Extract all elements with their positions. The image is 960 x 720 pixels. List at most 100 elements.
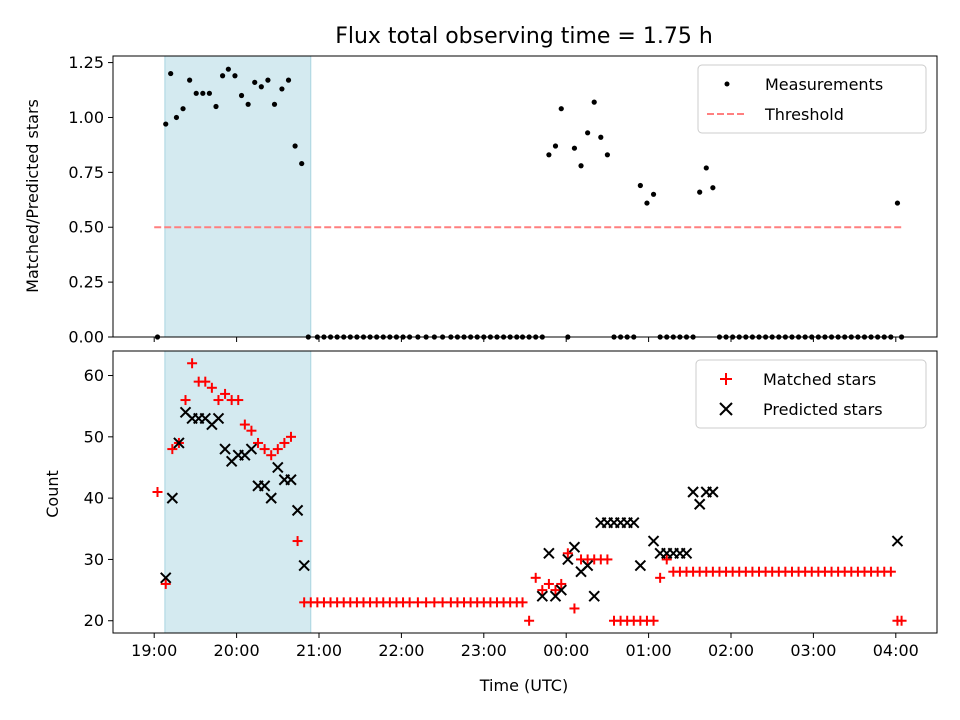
matched-point [524, 615, 535, 626]
measurement-point [604, 152, 611, 158]
matched-point [213, 395, 224, 406]
measurement-point [546, 152, 552, 158]
predicted-point [634, 559, 647, 572]
measurement-point [644, 200, 650, 206]
top-legend: Measurements Threshold [697, 64, 927, 134]
measurement-point [206, 90, 213, 96]
predicted-point [680, 547, 693, 560]
y-tick-label: 20 [84, 611, 104, 630]
top-legend-box [697, 64, 927, 134]
matched-point [266, 450, 277, 461]
matched-point [246, 425, 257, 436]
measurement-point [232, 73, 238, 79]
matched-point [537, 585, 548, 596]
measurement-point [598, 134, 604, 140]
matched-point [160, 578, 171, 589]
matched-point [602, 554, 613, 565]
measurement-point [200, 90, 206, 96]
predicted-point [693, 498, 706, 510]
measurement-point [265, 77, 271, 83]
predicted-point [291, 504, 304, 517]
matched-point [220, 388, 231, 399]
measurement-point [271, 101, 278, 107]
predicted-point [687, 486, 699, 498]
y-tick-label: 1.25 [68, 53, 104, 72]
matched-point [239, 419, 250, 430]
matched-point [233, 395, 244, 406]
measurement-point [552, 143, 559, 149]
chart-title: Flux total observing time = 1.75 h [335, 24, 713, 49]
measurement-point [193, 90, 199, 96]
y-tick-label: 60 [84, 366, 104, 385]
predicted-point [245, 443, 258, 455]
predicted-point [219, 443, 231, 455]
predicted-point [258, 480, 271, 492]
legend-predicted-label: Predicted stars [763, 400, 883, 419]
matched-point [530, 572, 541, 583]
matched-point [543, 578, 554, 589]
x-tick-label: 00:00 [543, 641, 589, 660]
predicted-point [536, 590, 549, 602]
predicted-point [891, 535, 904, 547]
measurement-point [591, 99, 597, 105]
matched-point [569, 603, 580, 614]
matched-point [896, 615, 907, 626]
legend-measurements-label: Measurements [765, 75, 883, 94]
measurement-point [285, 77, 292, 83]
x-tick-label: 23:00 [461, 641, 507, 660]
matched-point [167, 444, 178, 455]
matched-point [562, 548, 573, 559]
predicted-point [568, 541, 581, 553]
matched-point [517, 597, 528, 608]
measurement-point [168, 70, 174, 77]
measurement-point [219, 73, 226, 79]
matched-point [885, 566, 896, 577]
x-tick-label: 01:00 [626, 641, 672, 660]
top-y-ticks: 0.00 0.25 0.50 0.75 1.00 1.25 [68, 53, 113, 347]
matched-point [253, 437, 264, 448]
y-tick-label: 0.75 [68, 163, 104, 182]
measurement-point [650, 191, 657, 197]
matched-point [556, 578, 567, 589]
x-tick-label: 02:00 [708, 641, 754, 660]
bottom-axes-frame [112, 350, 938, 634]
matched-point [279, 437, 290, 448]
measurement-point [558, 106, 564, 112]
matched-point [661, 554, 672, 565]
x-axis-label: Time (UTC) [479, 676, 568, 695]
bottom-x-ticks: 19:00 20:00 21:00 22:00 23:00 00:00 01:00 02:00… [131, 633, 919, 660]
top-panel: 0.00 0.25 0.50 0.75 1.00 1.25 Measurements Th… [68, 53, 938, 347]
predicted-point [707, 486, 719, 498]
bottom-panel: 20 30 40 50 60 19:00 20:00 21:00 22:00 23:00 00:0… [84, 350, 938, 660]
measurement-point [710, 185, 716, 191]
matched-point [206, 382, 217, 393]
x-tick-label: 04:00 [873, 641, 919, 660]
matched-point [152, 487, 163, 497]
measurement-point [637, 182, 643, 189]
bottom-legend: Matched stars Predicted stars [695, 359, 927, 429]
measurement-point [187, 77, 193, 83]
predicted-point [298, 559, 310, 572]
y-tick-label: 40 [84, 489, 104, 508]
measurement-point [894, 200, 901, 206]
legend-predicted-marker [719, 402, 733, 416]
matched-point [259, 444, 270, 455]
x-tick-label: 21:00 [296, 641, 342, 660]
predicted-point [285, 474, 297, 486]
legend-matched-marker [720, 373, 732, 385]
measurement-point [252, 79, 258, 85]
y-tick-label: 0.00 [68, 328, 104, 347]
predicted-point [647, 535, 660, 547]
bottom-legend-box [695, 359, 927, 429]
y-tick-label: 0.50 [68, 218, 104, 237]
measurement-point [571, 145, 578, 151]
predicted-point [588, 590, 600, 602]
predicted-point [173, 437, 185, 449]
matched-point [285, 431, 296, 442]
predicted-point [543, 547, 555, 560]
measurement-point [173, 114, 180, 121]
measurement-point [258, 84, 264, 90]
predicted-point [265, 492, 277, 504]
predicted-point [555, 584, 567, 596]
predicted-point [272, 461, 284, 474]
